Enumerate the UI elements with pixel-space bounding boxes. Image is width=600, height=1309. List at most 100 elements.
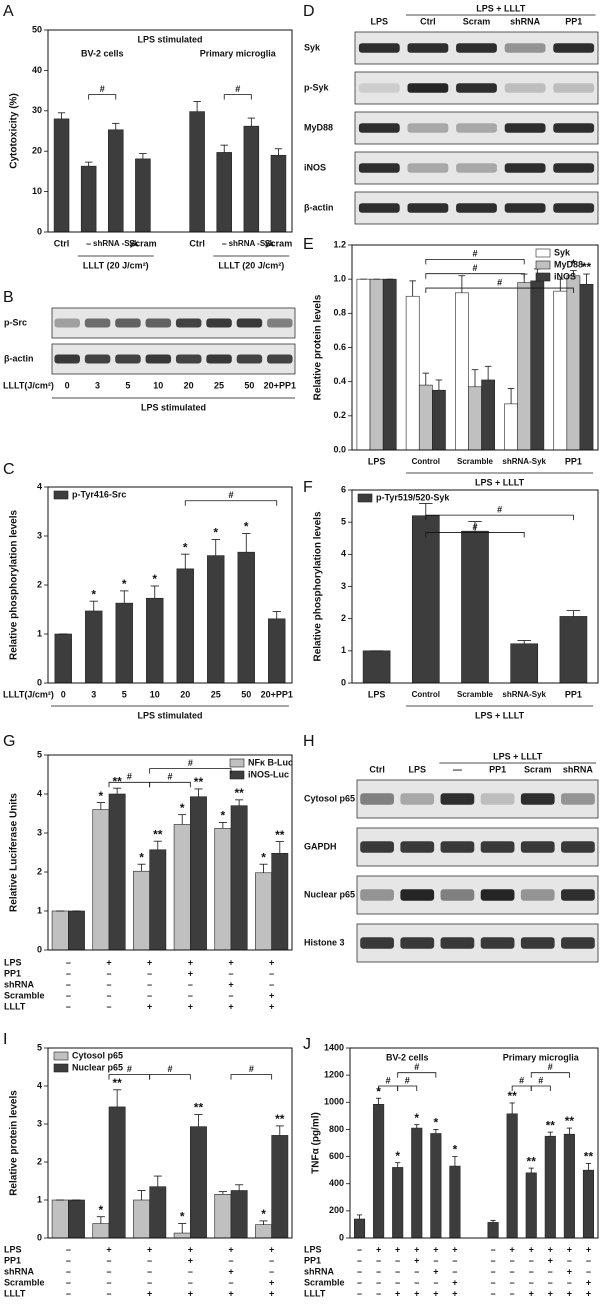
blot-band	[480, 841, 515, 853]
bar	[553, 290, 568, 451]
y-tick-label: 0	[37, 944, 42, 954]
blot-band	[480, 889, 515, 901]
lane-label: —	[453, 764, 462, 774]
bar	[525, 1172, 537, 1239]
blot-band	[400, 889, 435, 901]
condition-label: LPS	[4, 957, 22, 967]
legend-swatch	[229, 770, 245, 780]
condition-sign: +	[548, 1288, 553, 1298]
blot-band	[553, 83, 595, 93]
blot-band	[440, 841, 475, 853]
blot-band	[145, 318, 172, 328]
blot-row-label: Histone 3	[304, 937, 345, 947]
condition-sign: –	[106, 1001, 111, 1011]
condition-sign: –	[66, 1001, 71, 1011]
y-tick-label: 0.6	[333, 342, 346, 352]
lane-label: PP1	[565, 16, 582, 26]
condition-sign: –	[269, 979, 274, 989]
x-tick-label: shRNA-Syk	[502, 690, 546, 699]
blot-band	[145, 354, 172, 364]
x-tick-label: shRNA -Syk	[229, 239, 275, 248]
bar	[455, 292, 469, 451]
y-tick-label: 0.8	[333, 308, 346, 318]
condition-sign: +	[548, 1244, 553, 1254]
x-axis-label: LPS + LLLT	[475, 710, 525, 720]
x-tick-label: 20	[180, 689, 190, 699]
blot-band	[456, 203, 497, 213]
blot-row-label: p-Syk	[304, 82, 330, 92]
x-tick-label: Control	[412, 690, 440, 699]
blot-band	[400, 937, 435, 949]
blot-row-label: Cytosol p65	[304, 793, 355, 803]
significance-star: **	[546, 1118, 556, 1132]
significance-star: **	[527, 1154, 537, 1168]
bar	[173, 1232, 191, 1239]
significance-star: *	[434, 1116, 439, 1130]
bar	[382, 278, 397, 451]
significance-mark: #	[228, 490, 233, 500]
significance-mark: #	[188, 758, 193, 768]
condition-sign: +	[567, 1288, 572, 1298]
significance-bracket	[530, 1072, 570, 1078]
bar	[230, 1190, 248, 1239]
condition-sign: –	[269, 1266, 274, 1276]
condition-sign: –	[106, 1266, 111, 1276]
condition-sign: –	[376, 1255, 381, 1265]
condition-sign: –	[491, 1288, 496, 1298]
condition-sign: +	[269, 1001, 274, 1011]
blot-band	[84, 354, 111, 364]
condition-sign: +	[433, 1266, 438, 1276]
bar	[230, 805, 248, 951]
blot-band	[561, 889, 595, 901]
bar	[268, 618, 286, 684]
bar	[255, 1224, 272, 1239]
significance-star: *	[395, 1149, 400, 1163]
significance-mark: #	[414, 1062, 419, 1072]
bar	[133, 870, 150, 951]
condition-sign: +	[567, 1244, 572, 1254]
x-tick-label: –	[86, 238, 91, 248]
condition-sign: +	[414, 1244, 419, 1254]
condition-sign: +	[188, 1244, 193, 1254]
condition-sign: –	[414, 1277, 419, 1287]
blot-band	[440, 937, 475, 949]
y-tick-label: 0.4	[333, 376, 346, 386]
y-tick-label: 3	[37, 1118, 42, 1128]
bar	[559, 616, 588, 684]
condition-label: Scramble	[304, 1277, 345, 1287]
condition-sign: –	[106, 979, 111, 989]
condition-sign: +	[452, 1244, 457, 1254]
significance-star: **	[565, 1114, 575, 1128]
condition-label: PP1	[304, 1255, 321, 1265]
legend-label: iNOS	[554, 271, 576, 281]
legend-label: MyD88	[554, 259, 583, 269]
blot-row-label: β-actin	[304, 202, 334, 212]
condition-label: LLLT	[4, 1288, 26, 1298]
condition-sign: –	[66, 1255, 71, 1265]
y-tick-label: 3	[341, 581, 346, 591]
condition-sign: –	[147, 1255, 152, 1265]
y-tick-label: 2	[37, 579, 42, 589]
bar	[190, 1126, 207, 1239]
significance-bracket	[378, 1085, 399, 1091]
blot-band	[504, 83, 546, 93]
x-prefix: LLLT(J/cm²)	[3, 689, 54, 699]
blot-band	[360, 841, 394, 853]
y-axis-label: Relative phosphorylation levels	[313, 511, 324, 661]
legend-label: p-Tyr519/520-Syk	[376, 492, 450, 502]
panel-label: I	[3, 1031, 7, 1048]
lane-label: 50	[244, 380, 254, 390]
x-tick-label: LPS	[368, 689, 386, 699]
condition-sign: –	[66, 968, 71, 978]
condition-sign: +	[586, 1277, 591, 1287]
condition-sign: –	[147, 1266, 152, 1276]
y-tick-label: 5	[37, 749, 42, 759]
bar	[68, 1199, 85, 1239]
y-tick-label: 800	[329, 1124, 344, 1134]
significance-bracket	[184, 500, 278, 506]
condition-sign: +	[510, 1244, 515, 1254]
condition-sign: –	[395, 1255, 400, 1265]
condition-sign: +	[228, 1244, 233, 1254]
condition-label: LPS	[4, 1244, 22, 1254]
bar	[190, 796, 207, 951]
